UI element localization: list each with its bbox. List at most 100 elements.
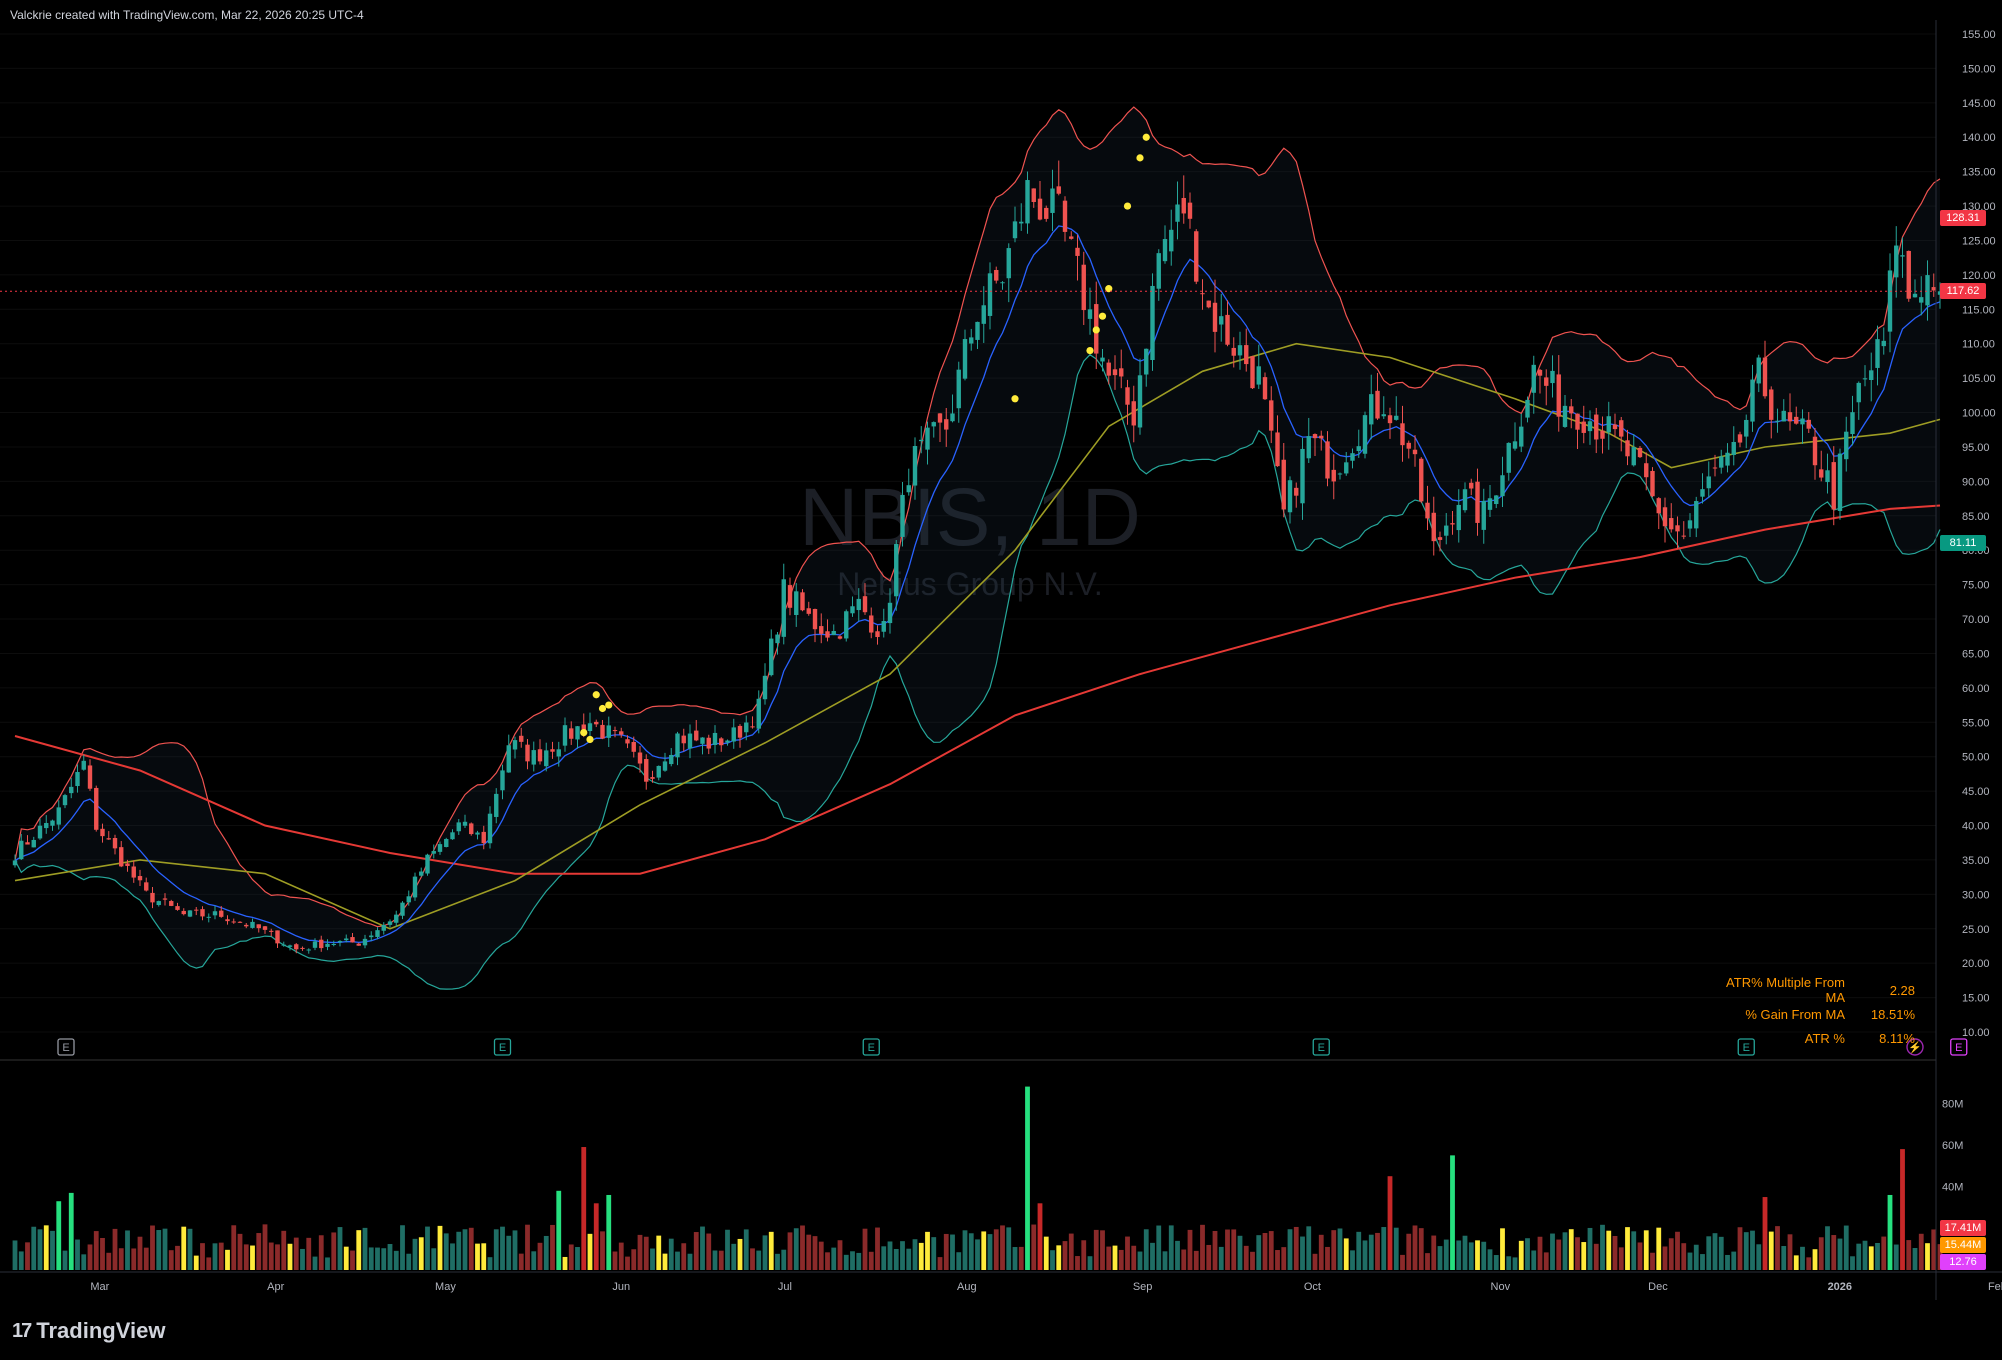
volume-bar	[381, 1248, 387, 1270]
volume-bar	[612, 1251, 618, 1270]
candle-body	[1469, 482, 1474, 489]
earnings-marker-icon[interactable]: E	[57, 1038, 75, 1056]
candle-body	[1606, 416, 1611, 433]
volume-bar	[1268, 1231, 1274, 1270]
earnings-glyph: E	[1318, 1042, 1325, 1054]
tradingview-brand[interactable]: 17 TradingView	[12, 1318, 165, 1344]
candle-body	[600, 724, 605, 739]
candle-body	[1294, 487, 1299, 496]
volume-bar	[1912, 1248, 1918, 1270]
volume-bar	[1675, 1231, 1680, 1270]
candle-body	[856, 598, 861, 611]
volume-bar	[1731, 1251, 1737, 1270]
volume-bar	[331, 1232, 337, 1270]
volume-bar	[1587, 1227, 1593, 1270]
volume-bar	[912, 1239, 918, 1270]
time-tick: Jun	[612, 1281, 630, 1293]
volume-bar	[606, 1194, 612, 1270]
candle-body	[1150, 285, 1155, 361]
volume-bar	[1437, 1246, 1443, 1270]
volume-bar	[131, 1248, 137, 1270]
volume-label: 12.76	[1940, 1254, 1986, 1270]
earnings-box	[1950, 1038, 1968, 1056]
candle-body	[969, 337, 974, 344]
candle-body	[1212, 302, 1218, 332]
candle-body	[1412, 449, 1418, 455]
volume-bar	[562, 1256, 568, 1270]
candle-body	[1194, 231, 1199, 282]
volume-bar	[1156, 1225, 1162, 1270]
candle-body	[1456, 504, 1461, 531]
candle-body	[800, 592, 805, 611]
candle-body	[1594, 414, 1599, 440]
candle-body	[1262, 377, 1268, 400]
earnings-marker-icon[interactable]: E	[493, 1038, 512, 1056]
candle-body	[1431, 512, 1436, 542]
volume-bar	[1768, 1231, 1774, 1270]
candle-body	[1531, 364, 1536, 393]
volume-bar	[1287, 1229, 1293, 1270]
volume-bar	[500, 1226, 505, 1270]
earnings-glyph: E	[1955, 1042, 1962, 1054]
earnings-marker-icon[interactable]: E	[1737, 1038, 1755, 1056]
volume-bar	[1831, 1235, 1837, 1270]
stat-value: 18.51%	[1870, 1006, 1915, 1022]
volume-bar	[918, 1242, 924, 1270]
volume-bar	[225, 1249, 230, 1270]
volume-bar	[587, 1233, 593, 1270]
earnings-marker-icon[interactable]: E	[1312, 1038, 1330, 1056]
candle-body	[1306, 436, 1311, 459]
volume-bar	[418, 1237, 424, 1270]
volume-bar	[1137, 1251, 1143, 1270]
volume-bar	[512, 1230, 518, 1270]
candle-body	[1656, 498, 1661, 514]
candle-body	[1331, 469, 1336, 482]
volume-bar	[75, 1239, 80, 1270]
volume-bar	[825, 1252, 830, 1270]
price-tick: 45.00	[1962, 786, 1990, 798]
price-tick: 135.00	[1962, 167, 1996, 179]
volume-bar	[50, 1230, 55, 1270]
candle-body	[1669, 518, 1674, 530]
volume-bar	[62, 1250, 68, 1270]
volume-bar	[1162, 1251, 1168, 1270]
candle-body	[844, 611, 849, 639]
volume-bar	[1612, 1236, 1618, 1270]
volume-bar	[1481, 1241, 1487, 1270]
volume-bar	[1125, 1236, 1130, 1270]
volume-bar	[1418, 1228, 1424, 1270]
candle-body	[1300, 448, 1305, 504]
earnings-marker-icon[interactable]: E	[1950, 1038, 1968, 1056]
volume-bar	[1850, 1256, 1855, 1270]
volume-bar	[762, 1235, 768, 1270]
volume-bar	[643, 1236, 649, 1270]
volume-bar	[737, 1238, 743, 1270]
volume-bar	[650, 1248, 655, 1270]
stat-row: ATR% Multiple From MA 2.28	[1705, 975, 1915, 1005]
candle-body	[394, 914, 399, 923]
volume-bar	[231, 1225, 237, 1270]
candle-body	[819, 626, 824, 634]
candle-body	[1400, 423, 1405, 446]
volume-bar	[425, 1226, 430, 1270]
candle-body	[12, 860, 18, 866]
time-tick: Jul	[778, 1281, 792, 1293]
price-tick: 155.00	[1962, 29, 1996, 41]
volume-bar	[625, 1256, 630, 1270]
volume-bar	[706, 1233, 712, 1270]
candle-body	[1762, 357, 1768, 397]
candle-body	[662, 761, 668, 771]
candle-body	[1744, 419, 1749, 437]
dividend-marker-icon[interactable]: ⚡	[1906, 1038, 1924, 1056]
earnings-marker-icon[interactable]: E	[862, 1038, 880, 1056]
candle-body	[675, 733, 680, 758]
highlight-dot	[580, 729, 588, 737]
candle-body	[1706, 476, 1711, 489]
brand-name: TradingView	[36, 1318, 166, 1343]
volume-bar	[1218, 1246, 1224, 1270]
volume-bar	[756, 1250, 762, 1270]
price-tick: 85.00	[1962, 511, 1990, 523]
volume-bar	[750, 1248, 755, 1270]
volume-bar	[1450, 1155, 1455, 1270]
